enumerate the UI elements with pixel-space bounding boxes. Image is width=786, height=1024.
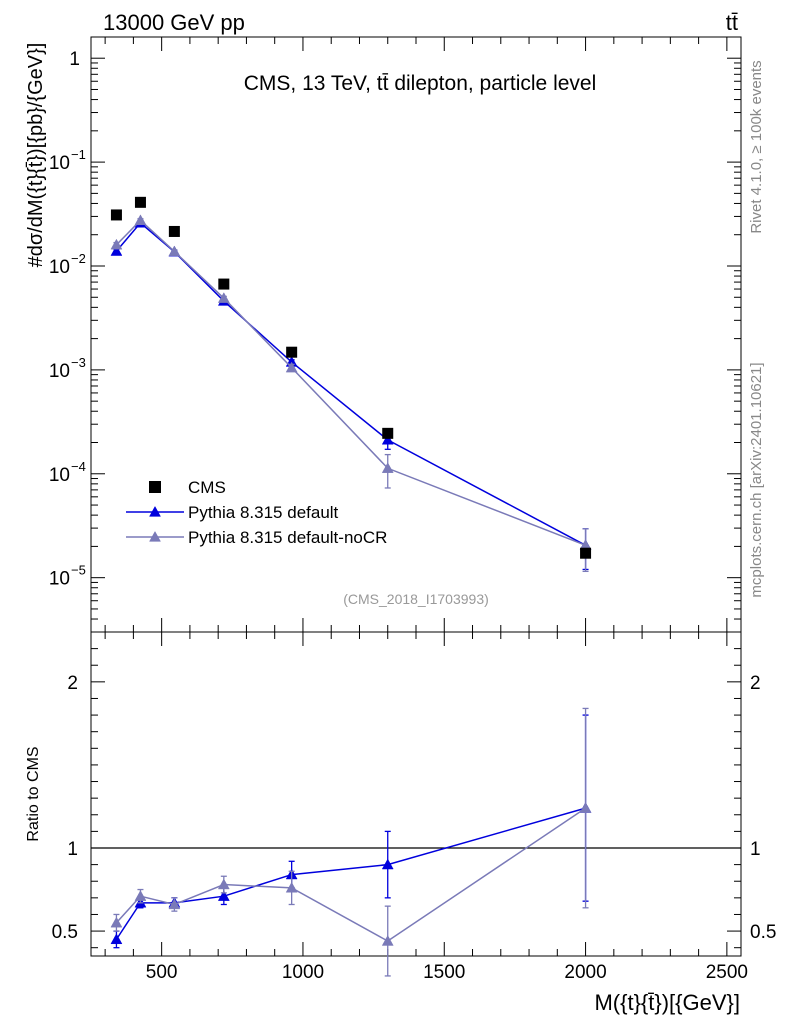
pythia-default-ratio-point — [381, 858, 394, 870]
ratio-y-axis-label: Ratio to CMS — [25, 746, 42, 841]
legend-entry: CMS — [188, 478, 226, 497]
mcplots-label: mcplots.cern.ch [arXiv:2401.10621] — [748, 362, 765, 597]
pythia-default-ratio-line — [115, 807, 586, 940]
pythia-nocr-ratio-point — [285, 881, 298, 893]
y-tick-exponent: −1 — [71, 147, 86, 162]
pythia-nocr-point — [168, 245, 181, 257]
x-axis-label: M({t}{t̄})[{GeV}] — [594, 990, 740, 1015]
x-tick-label: 2000 — [564, 962, 606, 983]
legend-entry: Pythia 8.315 default — [188, 503, 339, 522]
rivet-version-label: Rivet 4.1.0, ≥ 100k events — [748, 60, 765, 233]
pythia-default-point — [381, 433, 394, 445]
pythia-nocr-point — [110, 238, 123, 250]
ratio-tick-label-left: 2 — [67, 673, 78, 694]
ratio-tick-label-left: 0.5 — [52, 922, 78, 943]
legend-entry: Pythia 8.315 default-noCR — [188, 528, 387, 547]
y-tick-label: 1 — [69, 49, 80, 70]
ratio-tick-label-left: 1 — [67, 839, 78, 860]
cms-data-point — [134, 196, 146, 208]
pythia-nocr-line — [115, 219, 586, 546]
chart-title: CMS, 13 TeV, tt̄ dilepton, particle leve… — [244, 72, 597, 95]
pythia-nocr-ratio-point — [579, 802, 592, 813]
y-tick-label: 10 — [49, 257, 70, 278]
y-tick-label: 10 — [49, 465, 70, 486]
y-tick-exponent: −3 — [71, 355, 86, 370]
y-tick-exponent: −4 — [71, 459, 86, 474]
ratio-tick-label-right: 2 — [750, 673, 761, 694]
pythia-nocr-point — [285, 361, 298, 373]
cms-data-point — [218, 278, 230, 290]
y-tick-exponent: −5 — [71, 563, 86, 578]
x-tick-label: 500 — [146, 962, 178, 983]
pythia-default-point — [110, 245, 123, 256]
x-tick-label: 1000 — [282, 962, 324, 983]
ratio-plot-frame — [90, 631, 742, 957]
pythia-nocr-point — [217, 292, 230, 303]
legend-marker — [149, 530, 161, 542]
pythia-nocr-ratio-point — [168, 898, 181, 910]
pythia-nocr-ratio-point — [217, 878, 230, 890]
cms-data-point — [286, 346, 298, 358]
pythia-nocr-ratio-point — [110, 916, 123, 928]
pythia-nocr-point — [381, 462, 394, 473]
y-tick-label: 10 — [49, 153, 70, 174]
x-tick-label: 1500 — [423, 962, 465, 983]
y-axis-label: #dσ/dM({t}{t̄})[{pb}/{GeV}] — [25, 43, 47, 268]
y-tick-label: 10 — [49, 361, 70, 382]
pythia-nocr-point — [134, 214, 147, 226]
header-process-label: tt̄ — [726, 10, 738, 35]
cms-data-point — [110, 209, 122, 221]
ratio-tick-label-right: 0.5 — [750, 922, 776, 943]
pythia-nocr-ratio-point — [381, 935, 394, 946]
analysis-tag: (CMS_2018_I1703993) — [343, 591, 489, 607]
pythia-default-line — [115, 221, 586, 546]
header-collision-label: 13000 GeV pp — [103, 10, 245, 35]
y-tick-label: 10 — [49, 569, 70, 590]
pythia-default-ratio-point — [110, 933, 123, 945]
legend-marker-cms — [149, 481, 161, 493]
y-tick-exponent: −2 — [71, 251, 86, 266]
pythia-default-ratio-point — [217, 890, 230, 901]
cms-data-point — [168, 225, 180, 237]
cms-data-point — [382, 427, 394, 439]
x-tick-label: 2500 — [706, 962, 748, 983]
ratio-tick-label-right: 1 — [750, 839, 761, 860]
cms-data-point — [580, 547, 592, 559]
legend-marker — [149, 505, 161, 517]
pythia-nocr-ratio-point — [134, 890, 147, 901]
